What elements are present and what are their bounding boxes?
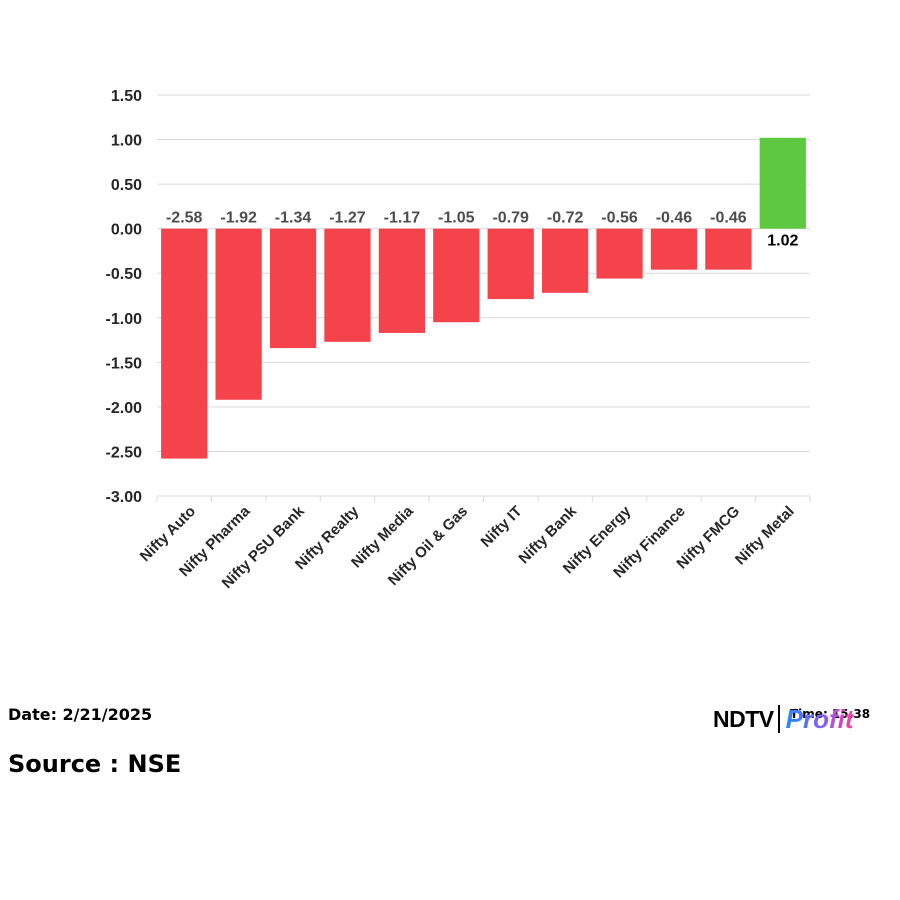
x-category-label: Nifty Metal xyxy=(732,503,798,569)
bar xyxy=(541,228,589,293)
date-label: Date: 2/21/2025 xyxy=(8,705,153,724)
y-tick-label: -2.00 xyxy=(106,400,143,417)
logo-separator xyxy=(777,705,780,733)
y-tick-label: -1.50 xyxy=(106,355,143,372)
y-tick-label: 1.50 xyxy=(111,88,142,105)
data-label: -0.56 xyxy=(601,210,638,227)
y-tick-label: 0.00 xyxy=(111,222,142,239)
data-label: -1.27 xyxy=(329,210,366,227)
bar xyxy=(378,228,426,333)
bar xyxy=(705,228,752,270)
bar xyxy=(161,228,208,459)
logo-profit-text: Profit xyxy=(785,703,854,734)
data-label: -0.46 xyxy=(710,210,747,227)
data-label: -1.05 xyxy=(438,210,475,227)
bar xyxy=(759,137,806,229)
bar xyxy=(215,228,262,400)
x-category-label: Nifty IT xyxy=(478,503,526,551)
bar xyxy=(324,228,371,342)
bar xyxy=(596,228,643,279)
data-label: -0.72 xyxy=(547,210,584,227)
bar xyxy=(433,228,480,323)
bar xyxy=(487,228,534,300)
logo-ndtv-text: NDTV xyxy=(713,705,774,732)
sector-bar-chart: 1.50 1.00 0.50 0.00 -0.50 -1.00 -1.50 -2.00 -2.5… xyxy=(106,88,811,592)
data-label: -0.46 xyxy=(656,210,693,227)
bar xyxy=(650,228,698,270)
source-label: Source : NSE xyxy=(8,750,182,778)
ndtv-profit-logo: NDTV Profit xyxy=(713,702,854,736)
y-tick-label: 0.50 xyxy=(111,177,142,194)
bar xyxy=(269,228,317,349)
y-tick-label: -0.50 xyxy=(106,266,143,283)
data-label: -1.34 xyxy=(275,210,312,227)
data-label: -1.17 xyxy=(384,210,421,227)
data-label: -0.79 xyxy=(492,210,529,227)
y-tick-label: -2.50 xyxy=(106,444,143,461)
time-label: Time: 15:38 xyxy=(790,707,870,721)
y-tick-label: -3.00 xyxy=(106,489,143,506)
y-tick-label: -1.00 xyxy=(106,311,143,328)
data-label: 1.02 xyxy=(767,233,798,250)
y-tick-label: 1.00 xyxy=(111,133,142,150)
data-label: -2.58 xyxy=(166,210,203,227)
data-label: -1.92 xyxy=(220,210,257,227)
